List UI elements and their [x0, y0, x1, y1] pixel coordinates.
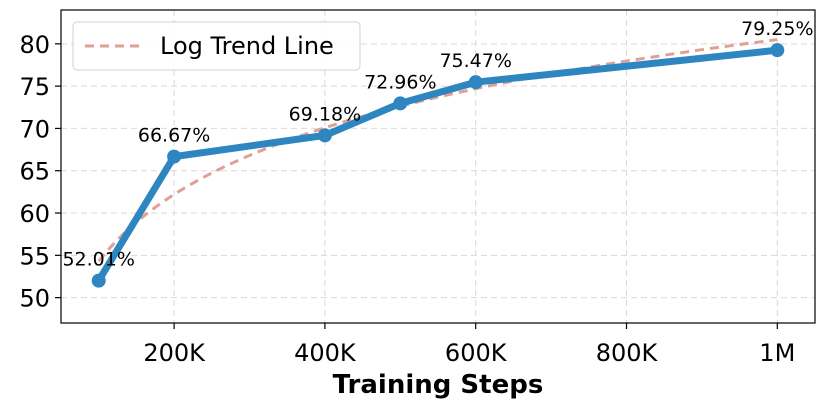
y-tick-label: 60	[19, 200, 50, 228]
accuracy-line	[95, 46, 778, 283]
y-tick-label: 55	[19, 242, 50, 270]
data-label: 72.96%	[364, 71, 436, 93]
y-tick-label: 75	[19, 73, 50, 101]
data-point	[770, 43, 785, 58]
data-labels: 52.01% 66.67% 69.18%72.96%75.47% 79.25%	[62, 18, 813, 270]
data-point	[393, 96, 408, 111]
data-point	[468, 75, 483, 90]
data-label: 75.47%	[439, 50, 511, 72]
legend-trend-label: Log Trend Line	[160, 32, 334, 60]
data-point	[167, 149, 182, 164]
data-label: 66.67%	[138, 125, 210, 147]
y-tick-label: 70	[19, 115, 50, 143]
y-tick-label: 80	[19, 31, 50, 59]
data-point	[91, 273, 106, 288]
x-tick-label: 400K	[294, 339, 357, 367]
y-tick-label: 50	[19, 285, 50, 313]
legend-box	[72, 21, 361, 71]
plot-frame	[60, 9, 816, 324]
x-axis-label: Training Steps	[333, 370, 544, 400]
log-trend-line	[97, 38, 778, 263]
data-points	[91, 43, 785, 288]
y-axis-ticks: 50 55 60 65 70 75 80	[19, 31, 61, 313]
x-tick-label: 600K	[445, 339, 508, 367]
data-label: 52.01%	[62, 249, 134, 271]
x-tick-label: 800K	[596, 339, 659, 367]
data-label: 69.18%	[289, 103, 361, 125]
y-tick-label: 65	[19, 158, 50, 186]
x-tick-label: 1M	[759, 339, 795, 367]
x-tick-label: 200K	[143, 339, 206, 367]
legend: Log Trend Line	[72, 21, 361, 71]
data-label: 79.25%	[741, 18, 813, 40]
x-axis-ticks: 200K 400K 600K 800K 1M	[143, 323, 795, 367]
data-point	[317, 128, 332, 143]
